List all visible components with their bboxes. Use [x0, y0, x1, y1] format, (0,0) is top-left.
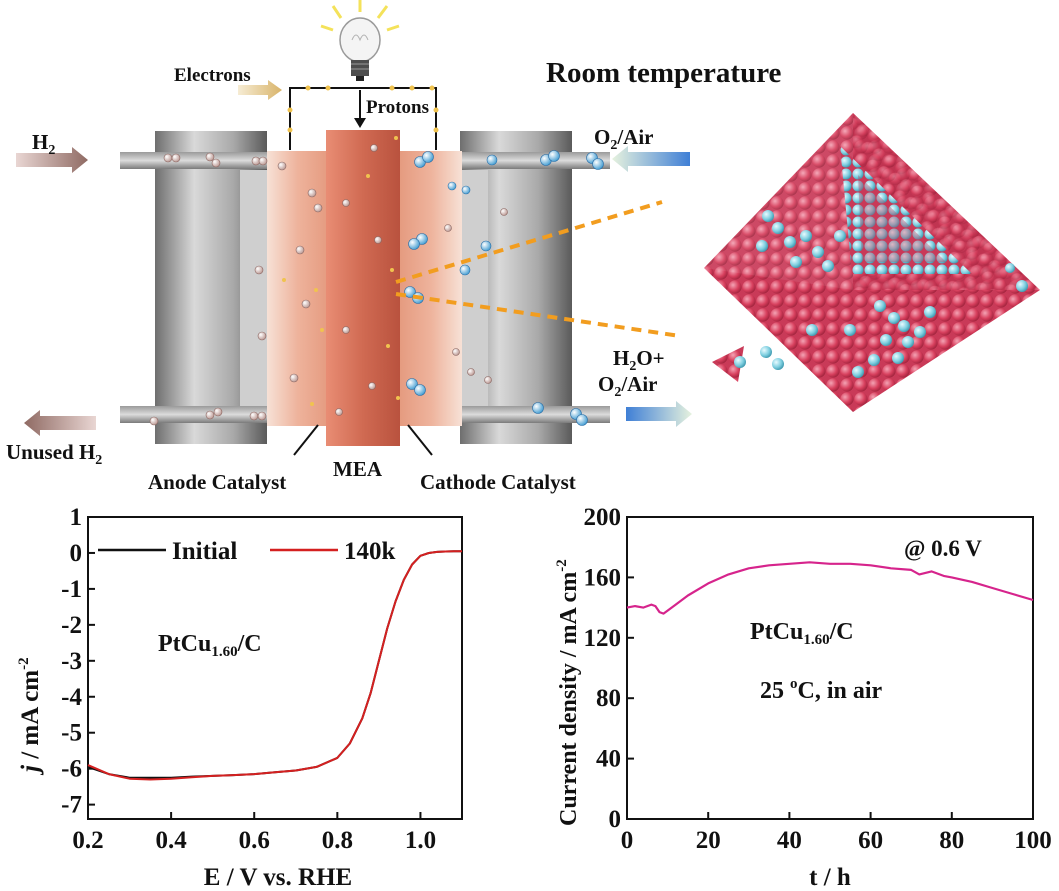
y-tick-label: 160 [584, 564, 622, 591]
lsv-chart: 0.2 0.4 0.6 0.8 1.010-1-2-3-4-5-6-7 Initial … [16, 504, 463, 891]
mea-membrane [326, 130, 400, 446]
x-tick-label: 0 [621, 827, 634, 854]
water-outlet-label-line2: O2/Air [598, 372, 658, 400]
y-tick-label: 0 [70, 540, 83, 567]
y-tick-label: 80 [596, 685, 621, 712]
y-tick-label: -1 [61, 576, 82, 603]
durability-catalyst-annotation: PtCu1.60/C [750, 619, 854, 648]
o2-inlet-label: O2/Air [594, 125, 654, 153]
y-tick-label: 0 [609, 806, 622, 833]
x-tick-label: 0.8 [322, 827, 353, 854]
y-tick-label: -5 [61, 720, 82, 747]
electron-dots [287, 85, 439, 133]
protons-label: Protons [366, 97, 429, 118]
x-tick-label: 0.4 [155, 827, 187, 854]
octahedral-nanoparticle-image [704, 113, 1040, 412]
x-tick-label: 0.6 [239, 827, 270, 854]
lsv-catalyst-annotation: PtCu1.60/C [158, 631, 262, 660]
h2-inlet-arrow [16, 147, 88, 173]
y-tick-label: -6 [61, 756, 82, 783]
o2-molecules [404, 150, 604, 426]
lsv-plot-frame [87, 516, 463, 820]
unused-h2-label: Unused H2 [6, 440, 102, 468]
lsv-y-axis-label: j / mA cm-2 [16, 657, 44, 776]
durability-x-axis-label: t / h [809, 864, 851, 891]
electron-arrow [238, 80, 282, 100]
durability-plot-frame [626, 516, 1034, 820]
y-tick-label: 200 [584, 504, 622, 531]
series-line-140k [87, 550, 462, 781]
durability-chart: 0 20 40 60 80 100 0 40 80 120 160 200 @ 0.6 V PtCu1… [554, 504, 1052, 891]
anode-catalyst-label: Anode Catalyst [148, 470, 286, 494]
x-tick-label: 80 [939, 827, 964, 854]
lsv-x-axis-label: E / V vs. RHE [204, 864, 352, 891]
h2-outlet-arrow [24, 410, 96, 436]
x-tick-label: 1.0 [405, 827, 436, 854]
y-tick-label: -7 [61, 792, 82, 819]
water-outlet-arrow [626, 401, 692, 427]
y-tick-label: -3 [61, 648, 82, 675]
series-line-initial [87, 550, 462, 779]
y-tick-label: -4 [61, 684, 82, 711]
y-tick-label: 120 [584, 625, 622, 652]
x-tick-label: 40 [777, 827, 802, 854]
legend-label-140k: 140k [344, 538, 396, 565]
fuel-cell-schematic: Electrons Protons Room temperature H2 O2… [6, 0, 782, 494]
y-tick-label: 1 [70, 504, 83, 531]
x-tick-label: 0.2 [72, 827, 103, 854]
cathode-catalyst-label: Cathode Catalyst [420, 470, 576, 494]
x-tick-label: 60 [858, 827, 883, 854]
room-temperature-title: Room temperature [546, 57, 782, 89]
anode-catalyst-layer [267, 151, 328, 426]
x-tick-label: 20 [696, 827, 721, 854]
y-tick-label: 40 [596, 746, 621, 773]
electrons-label: Electrons [174, 65, 251, 86]
durability-y-axis-label: Current density / mA cm-2 [554, 559, 582, 826]
water-outlet-label-line1: H2O+ [613, 346, 665, 374]
h2-inlet-label: H2 [32, 130, 55, 158]
durability-condition-annotation: 25 oC, in air [760, 676, 883, 704]
h2-molecules [149, 144, 382, 426]
light-bulb-icon [320, 0, 400, 81]
y-tick-label: -2 [61, 612, 82, 639]
durability-voltage-annotation: @ 0.6 V [904, 536, 982, 562]
o2-inlet-arrow [612, 146, 690, 172]
series-line-series-0 [626, 561, 1034, 615]
x-tick-label: 100 [1014, 827, 1052, 854]
legend-label-initial: Initial [172, 538, 237, 565]
mea-label: MEA [333, 457, 383, 481]
